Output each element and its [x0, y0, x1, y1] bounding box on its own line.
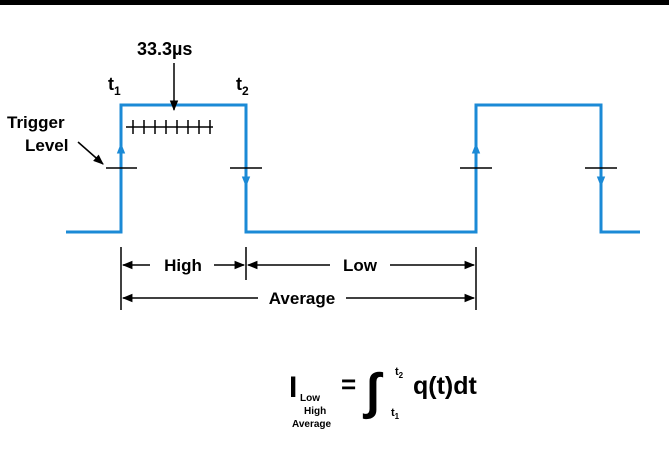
current-formula: I Low High Average = ∫ t2 t1 q(t)dt	[289, 363, 478, 430]
trigger-label-line2: Level	[25, 136, 68, 155]
sample-ticks	[126, 120, 213, 134]
formula-sub-average: Average	[292, 419, 332, 430]
t1-label: t1	[108, 74, 121, 98]
trigger-label-line1: Trigger	[7, 113, 65, 132]
trigger-pointer-arrow	[77, 141, 104, 165]
average-label: Average	[269, 289, 335, 308]
formula-upper-limit: t2	[395, 366, 404, 380]
t2-label: t2	[236, 74, 249, 98]
formula-sub-high: High	[304, 406, 326, 417]
formula-sub-low: Low	[300, 393, 320, 404]
formula-integral-sign: ∫	[362, 363, 383, 420]
formula-integrand: q(t)dt	[413, 372, 478, 400]
formula-equals: =	[341, 369, 356, 399]
low-label: Low	[343, 256, 378, 275]
sample-interval-label: 33.3µs	[137, 39, 192, 59]
pulse-waveform	[66, 103, 640, 234]
dimension-extension-lines	[120, 247, 477, 310]
formula-lhs-symbol: I	[289, 371, 297, 404]
formula-lower-limit: t1	[391, 407, 400, 421]
top-rule	[0, 0, 669, 5]
high-label: High	[164, 256, 202, 275]
